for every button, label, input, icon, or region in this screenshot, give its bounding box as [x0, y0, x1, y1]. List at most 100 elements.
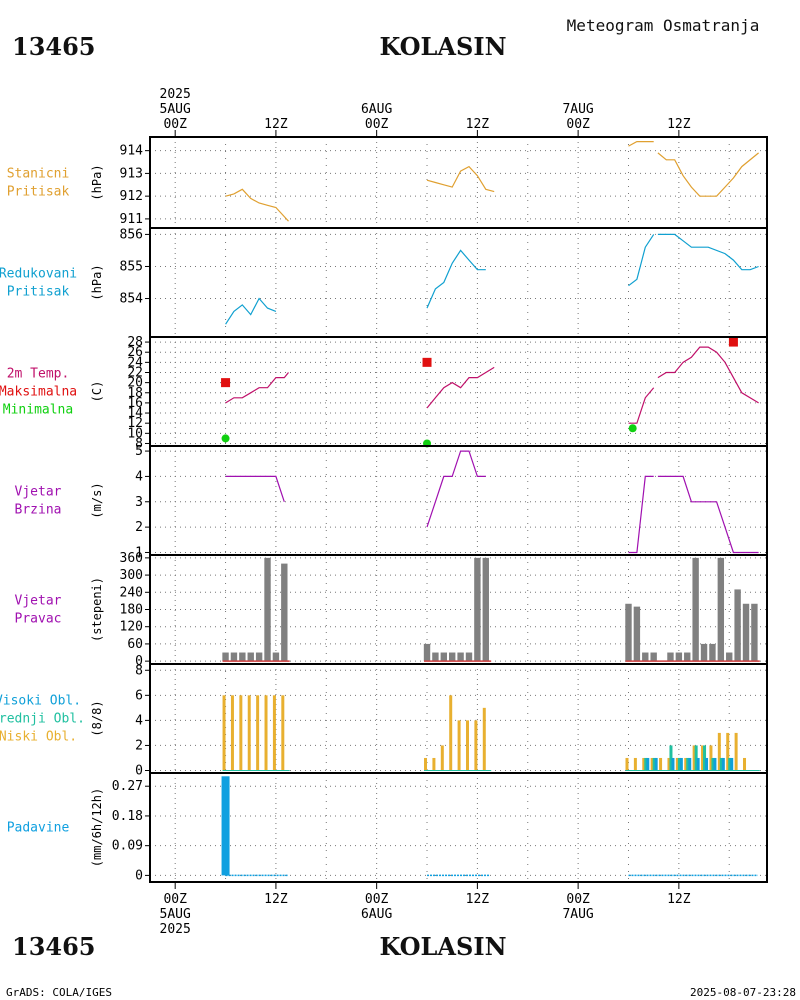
cloud-low-bar — [709, 745, 713, 771]
cloud-mid-bar — [669, 745, 673, 771]
panel-4: 0 60 120 180 240 300 360 (stepeni) Vjetar Pravac — [15, 551, 768, 669]
ytick-label: 60 — [127, 637, 143, 652]
cloud-low-bar — [264, 695, 268, 771]
cloud-mid-bar — [694, 745, 698, 771]
ytick-label: 180 — [120, 603, 143, 618]
direction-bar — [281, 563, 288, 662]
ytick-label: 0.18 — [112, 809, 143, 824]
series-line-segment-3 — [657, 152, 759, 197]
bottom-tick-label: 6AUG — [361, 907, 392, 922]
cloud-low-bar — [743, 757, 747, 771]
ytick-label: 0 — [135, 654, 143, 669]
direction-bar — [709, 643, 716, 662]
y-axis-label: (m/s) — [90, 482, 104, 518]
panel-title-line: Pravac — [15, 612, 62, 627]
bottom-tick-label: 12Z — [466, 892, 490, 907]
direction-bar — [457, 652, 464, 662]
tmax-marker — [422, 357, 432, 367]
direction-bar — [482, 557, 489, 662]
ytick-label: 8 — [135, 663, 143, 678]
direction-bar — [239, 652, 246, 662]
panel-title-line: Pritisak — [7, 285, 70, 300]
ytick-label: 4 — [135, 713, 143, 728]
cloud-high-bar — [671, 757, 675, 771]
direction-bar — [633, 606, 641, 662]
y-axis-label: (mm/6h/12h) — [90, 788, 104, 867]
series-line-segment-0 — [225, 475, 285, 502]
top-tick-label: 7AUG — [562, 102, 593, 117]
panel-title-line: Vjetar — [15, 594, 62, 609]
cloud-mid-bar — [728, 757, 732, 771]
y-axis-label: (hPa) — [90, 264, 104, 300]
panel-title-line: Brzina — [15, 503, 62, 518]
cloud-low-bar — [465, 720, 469, 771]
cloud-high-bar — [705, 757, 709, 771]
ytick-label: 22 — [127, 365, 143, 380]
top-tick-label: 00Z — [566, 117, 590, 132]
footer-credit: GrADS: COLA/IGES — [6, 986, 112, 999]
series-line-segment-1 — [426, 366, 495, 409]
cloud-low-bar — [432, 757, 436, 771]
top-tick-label: 2025 — [160, 87, 191, 102]
panel-title-line: Pritisak — [7, 185, 70, 200]
direction-bar — [642, 652, 649, 662]
top-tick-label: 5AUG — [160, 102, 191, 117]
series-line-segment-2 — [628, 141, 654, 147]
ytick-label: 26 — [127, 345, 143, 360]
cloud-low-bar — [692, 745, 696, 771]
cloud-high-bar — [713, 757, 717, 771]
top-tick-label: 6AUG — [361, 102, 392, 117]
direction-bar — [684, 652, 691, 662]
series-line-segment-3 — [657, 233, 759, 271]
ytick-label: 16 — [127, 396, 143, 411]
panel-title-line: Maksimalna — [0, 385, 77, 400]
bottom-tick-label: 00Z — [163, 892, 187, 907]
ytick-label: 18 — [127, 386, 143, 401]
ytick-label: 8 — [135, 436, 143, 451]
panel-3: 1 2 3 4 5 (m/s) Vjetar Brzina — [15, 444, 768, 560]
ytick-label: 12 — [127, 416, 143, 431]
cloud-low-bar — [659, 757, 663, 771]
ytick-label: 10 — [127, 426, 143, 441]
tmax-marker — [221, 378, 231, 388]
top-tick-label: 12Z — [466, 117, 490, 132]
panel-frame — [149, 136, 768, 229]
bottom-tick-label: 12Z — [264, 892, 288, 907]
cloud-mid-bar — [703, 745, 707, 771]
bottom-tick-label: 5AUG — [160, 907, 191, 922]
y-axis-label: (8/8) — [90, 700, 104, 736]
tmin-marker — [628, 424, 637, 433]
panel-title-line: Stanicni — [7, 167, 70, 182]
series-line-segment-2 — [628, 387, 655, 424]
ytick-label: 240 — [120, 585, 143, 600]
ytick-label: 2 — [135, 520, 143, 535]
direction-bar — [423, 643, 431, 662]
cloud-high-bar — [654, 757, 658, 771]
top-tick-label: 12Z — [667, 117, 691, 132]
tmax-marker — [728, 337, 738, 347]
cloud-low-bar — [272, 695, 276, 771]
ytick-label: 0 — [135, 868, 143, 883]
direction-bar — [264, 557, 271, 662]
cloud-low-bar — [633, 757, 637, 771]
cloud-low-bar — [726, 732, 730, 771]
panel-0: 911 912 913 914 (hPa) Stanicni Pritisak — [7, 136, 768, 229]
top-tick-label: 12Z — [264, 117, 288, 132]
ytick-label: 0.09 — [112, 839, 143, 854]
panel-frame — [149, 554, 768, 665]
bottom-tick-label: 2025 — [160, 922, 191, 937]
station-name-bottom: KOLASIN — [379, 932, 506, 961]
cloud-mid-bar — [711, 757, 715, 771]
cloud-low-bar — [642, 757, 646, 771]
direction-bar — [675, 652, 683, 662]
panel-title-line: Redukovani — [0, 267, 77, 282]
cloud-high-bar — [688, 757, 692, 771]
station-name-top: KOLASIN — [379, 32, 506, 61]
panel-title-line: Minimalna — [3, 403, 73, 418]
cloud-low-bar — [222, 695, 226, 771]
direction-bar — [742, 603, 750, 662]
direction-bar — [474, 557, 481, 662]
direction-bar — [700, 643, 708, 662]
series-line-segment-3 — [657, 346, 759, 404]
